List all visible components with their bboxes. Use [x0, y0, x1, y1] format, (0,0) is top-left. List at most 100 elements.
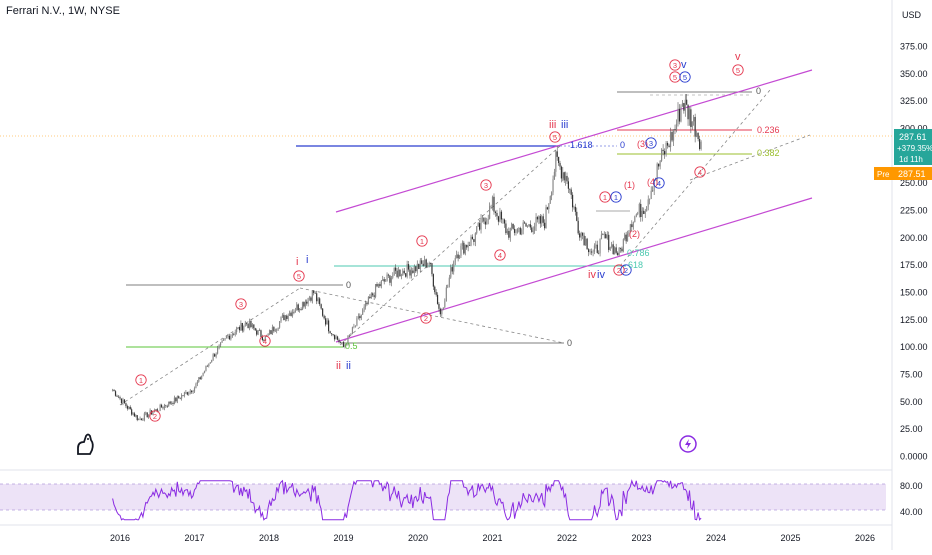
candle-body [565, 175, 567, 181]
candle-body [602, 234, 604, 236]
wave-label-2b: 2 [424, 314, 428, 323]
wave-label-5b-ring [549, 131, 561, 143]
rsi-tick-label: 80.00 [900, 481, 923, 491]
wave-label-4b-ring [494, 249, 506, 261]
candle-body [257, 329, 259, 335]
candle-body [600, 234, 603, 239]
candle-body [148, 414, 150, 418]
wave-label-p2: (2) [629, 229, 640, 239]
candle-body [342, 342, 345, 347]
candle-body [135, 415, 137, 417]
channel-lower [335, 197, 813, 343]
candle-body [688, 109, 691, 120]
candle-body [614, 247, 616, 255]
candle-body [286, 315, 288, 319]
candle-body [386, 274, 388, 282]
candle-body [253, 324, 255, 329]
candle-body [244, 323, 246, 327]
candle-body [522, 222, 524, 230]
candle-body [617, 252, 619, 256]
event-lightning-icon[interactable] [679, 435, 697, 453]
candle-body [490, 205, 492, 207]
wave-label-5-ring [293, 270, 305, 282]
candle-body [471, 236, 474, 240]
candle-body [403, 270, 405, 274]
wave-label-5d-blue: 5 [683, 73, 687, 82]
candle-body [279, 321, 281, 328]
candle-body [271, 327, 274, 335]
candle-body [317, 298, 319, 302]
wave-label-3b-ring [480, 179, 492, 191]
axes-group: 375.00350.00325.00300.00275.00250.00225.… [110, 41, 928, 543]
candle-body [415, 266, 417, 272]
candle-body [644, 211, 646, 214]
candle-body [456, 254, 458, 259]
candle-body [212, 354, 214, 361]
wave-label-4e-ring [694, 166, 706, 178]
candle-body [236, 328, 238, 333]
candle-body [454, 258, 456, 262]
candle-body [133, 413, 136, 417]
candle-body [638, 203, 640, 213]
candle-body [486, 219, 488, 225]
candle-body [402, 270, 404, 276]
candle-body [238, 327, 241, 331]
candle-body [592, 251, 594, 253]
candle-body [383, 279, 385, 282]
candle-body [453, 261, 455, 272]
wave-label-1c-ring [599, 191, 611, 203]
candle-body [390, 277, 392, 283]
fib-label-0: 0 [756, 86, 761, 96]
candle-body [382, 279, 384, 281]
candle-body [216, 348, 219, 354]
candle-body [363, 306, 365, 311]
logo-icon [77, 433, 94, 455]
candle-body [683, 103, 685, 111]
candle-body [586, 238, 588, 250]
candle-body [588, 249, 590, 253]
candle-body [322, 308, 324, 316]
candle-body [139, 418, 141, 420]
candle-body [511, 223, 513, 229]
candle-body [512, 223, 514, 229]
candle-body [264, 336, 266, 341]
candle-body [438, 303, 440, 309]
wave-label-3c-blue-ring [645, 137, 657, 149]
candle-body [663, 151, 666, 155]
candle-body [625, 234, 627, 242]
candle-body [669, 132, 672, 148]
candle-body [666, 142, 669, 146]
candle-body [467, 245, 469, 248]
candle-body [362, 310, 364, 315]
candle-body [218, 345, 220, 349]
chart-title: Ferrari N.V., 1W, NYSE [6, 5, 120, 17]
wave-label-2-ring [149, 410, 161, 422]
candle-body [284, 315, 286, 321]
candle-body [690, 109, 692, 127]
wave-label-3d-ring [669, 59, 681, 71]
candle-body [659, 160, 661, 167]
wave-label-2c-blue: 2 [624, 266, 628, 275]
candle-body [143, 413, 145, 421]
candle-body [441, 310, 443, 315]
candle-body [373, 295, 375, 297]
candle-body [377, 284, 380, 287]
candle-body [535, 217, 537, 227]
candle-body [354, 325, 357, 327]
candle-body [531, 227, 533, 232]
candle-body [444, 301, 446, 308]
candles-group [111, 94, 702, 422]
fib-label-0.5: 0.5 [345, 341, 358, 351]
candle-body [536, 217, 539, 220]
candle-body [563, 172, 565, 181]
currency-label[interactable]: USD [902, 10, 922, 20]
candle-body [477, 223, 479, 227]
price-tick-label: 175.00 [900, 260, 928, 270]
candle-body [360, 314, 362, 319]
candle-body [497, 216, 500, 222]
candle-body [582, 232, 584, 236]
candle-body [529, 224, 531, 228]
wave-label-1c-blue: 1 [614, 193, 618, 202]
candle-body [224, 338, 226, 340]
candle-body [506, 230, 508, 234]
